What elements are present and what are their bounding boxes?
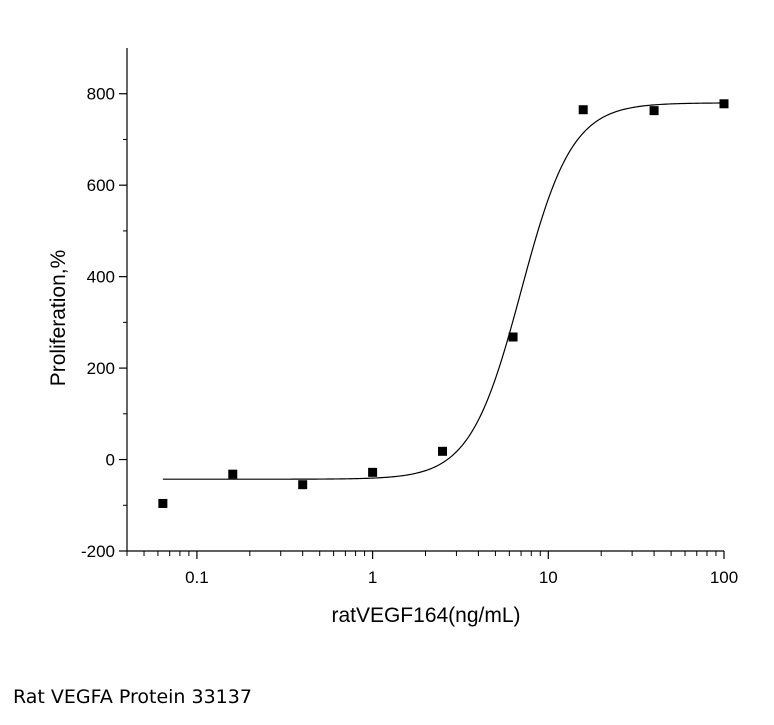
x-axis-ticks: 0.1 1 10 100: [126, 551, 738, 587]
x-tick-label: 0.1: [185, 568, 209, 587]
data-point: [578, 105, 588, 115]
plot-area: -200 0 200 400 600 800 0.1 1 10 100: [81, 48, 738, 587]
y-tick-label: 600: [87, 176, 115, 195]
y-tick-label: 200: [87, 359, 115, 378]
data-point: [438, 446, 448, 456]
y-tick-label: 800: [87, 85, 115, 104]
x-tick-label: 1: [368, 568, 377, 587]
fit-curve: [162, 102, 725, 480]
y-axis-ticks: -200 0 200 400 600 800: [81, 85, 127, 561]
figure-caption: Rat VEGFA Protein 33137: [13, 686, 252, 708]
data-point: [649, 106, 659, 116]
data-point: [298, 480, 308, 490]
data-point: [719, 99, 729, 109]
data-point: [368, 467, 378, 477]
x-tick-label: 100: [710, 568, 738, 587]
y-tick-label: 400: [87, 268, 115, 287]
x-axis-label: ratVEGF164(ng/mL): [331, 604, 520, 627]
x-tick-label: 10: [539, 568, 558, 587]
data-point: [508, 332, 518, 342]
y-tick-label: -200: [81, 542, 115, 561]
data-points: [158, 99, 729, 508]
data-point: [228, 469, 238, 479]
data-point: [158, 498, 168, 508]
y-axis-label: Proliferation,%: [47, 250, 70, 387]
y-tick-label: 0: [106, 451, 115, 470]
